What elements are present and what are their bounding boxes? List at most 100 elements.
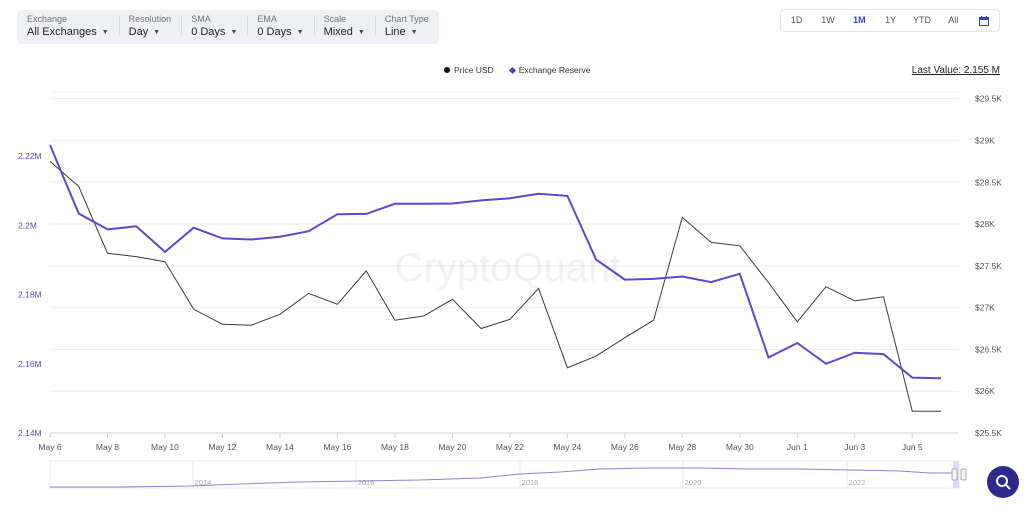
price-usd-point bbox=[163, 260, 166, 263]
right-axis-tick-label: $26.5K bbox=[975, 344, 1002, 354]
range-button-all[interactable]: All bbox=[948, 15, 959, 25]
search-button[interactable] bbox=[987, 466, 1019, 498]
price-usd-point bbox=[508, 318, 511, 321]
ema-value: 0 Days bbox=[257, 26, 292, 38]
price-usd-point bbox=[192, 308, 195, 311]
exchange-reserve-point bbox=[135, 225, 138, 228]
price-usd-point bbox=[623, 336, 626, 339]
range-button-ytd[interactable]: YTD bbox=[912, 15, 931, 25]
exchange-value: All Exchanges bbox=[27, 26, 97, 38]
price-usd-point bbox=[106, 252, 109, 255]
left-axis-tick-label: 2.22M bbox=[18, 151, 42, 161]
right-axis: $25.5K $26K $26.5K $27K $27.5K $28K $28.5K $29K… bbox=[975, 94, 1002, 438]
price-usd-point bbox=[77, 185, 80, 188]
exchange-reserve-point bbox=[681, 275, 684, 278]
range-button-1w[interactable]: 1W bbox=[821, 15, 835, 25]
chevron-down-icon: ▼ bbox=[296, 29, 304, 36]
x-axis-tick-label: May 8 bbox=[96, 442, 119, 452]
x-axis-tick-label: Jun 3 bbox=[844, 442, 865, 452]
search-icon bbox=[996, 475, 1011, 490]
legend-item-reserve[interactable]: Exchange Reserve bbox=[508, 65, 591, 75]
chevron-down-icon: ▼ bbox=[230, 29, 238, 36]
x-axis-tick-label: May 18 bbox=[381, 442, 409, 452]
navigator-year-label: 2022 bbox=[849, 478, 866, 487]
chevron-down-icon: ▼ bbox=[153, 29, 161, 36]
exchange-reserve-point bbox=[882, 353, 885, 356]
price-usd-point bbox=[738, 244, 741, 247]
price-usd-point bbox=[681, 216, 684, 219]
range-button-1m[interactable]: 1M bbox=[853, 15, 866, 25]
scale-value: Mixed bbox=[323, 26, 353, 38]
exchange-reserve-point bbox=[767, 356, 770, 359]
navigator-handle[interactable] bbox=[951, 468, 958, 481]
price-usd-point bbox=[221, 323, 224, 326]
exchange-reserve-point bbox=[192, 226, 195, 229]
exchange-reserve-point bbox=[451, 202, 454, 205]
range-navigator: 2014 2016 2018 2020 2022 bbox=[49, 460, 967, 489]
navigator-year-label: 2018 bbox=[522, 478, 539, 487]
exchange-reserve-point bbox=[106, 228, 109, 231]
exchange-reserve-point bbox=[623, 278, 626, 281]
price-usd-point bbox=[537, 287, 540, 290]
price-usd-point bbox=[49, 160, 52, 163]
x-axis-tick-label: May 16 bbox=[323, 442, 351, 452]
scale-dropdown[interactable]: Scale Mixed ▼ bbox=[313, 10, 375, 41]
x-axis: May 6 May 8 May 10 May 12 May 14 May 16 May 18… bbox=[38, 433, 923, 452]
calendar-icon[interactable] bbox=[969, 10, 999, 31]
exchange-reserve-point bbox=[422, 202, 425, 205]
price-usd-point bbox=[250, 324, 253, 327]
exchange-reserve-point bbox=[480, 199, 483, 202]
scale-label: Scale bbox=[323, 14, 347, 24]
x-axis-tick-label: May 10 bbox=[151, 442, 179, 452]
legend-label-price: Price USD bbox=[454, 65, 494, 75]
exchange-reserve-point bbox=[49, 143, 52, 146]
x-axis-tick-label: Jun 5 bbox=[902, 442, 923, 452]
exchange-reserve-point bbox=[77, 212, 80, 215]
exchange-reserve-point bbox=[365, 212, 368, 215]
chart-grid bbox=[50, 91, 959, 434]
navigator-handle[interactable] bbox=[960, 468, 967, 481]
x-axis-tick-label: May 12 bbox=[209, 442, 237, 452]
range-button-1d[interactable]: 1D bbox=[790, 15, 803, 25]
exchange-reserve-point bbox=[738, 272, 741, 275]
ema-label: EMA bbox=[257, 14, 277, 24]
chevron-down-icon: ▼ bbox=[410, 29, 418, 36]
chevron-down-icon: ▼ bbox=[357, 29, 365, 36]
x-axis-tick-label: May 22 bbox=[496, 442, 524, 452]
ema-dropdown[interactable]: EMA 0 Days ▼ bbox=[247, 10, 313, 41]
exchange-reserve-point bbox=[336, 213, 339, 216]
exchange-reserve-point bbox=[911, 376, 914, 379]
chart-type-label: Chart Type bbox=[384, 14, 429, 24]
exchange-label: Exchange bbox=[27, 14, 68, 24]
left-axis-tick-label: 2.2M bbox=[18, 220, 37, 230]
chevron-down-icon: ▼ bbox=[101, 29, 109, 36]
x-axis-tick-label: May 14 bbox=[266, 442, 294, 452]
exchange-dropdown[interactable]: Exchange All Exchanges ▼ bbox=[17, 10, 119, 41]
legend-item-price[interactable]: Price USD bbox=[444, 65, 494, 75]
range-button-1y[interactable]: 1Y bbox=[885, 15, 897, 25]
chart-settings-toolbar: Exchange All Exchanges ▼ Resolution Day ▼ … bbox=[17, 10, 439, 44]
left-axis: 2.14M 2.16M 2.18M 2.2M 2.22M bbox=[18, 151, 42, 438]
right-axis-tick-label: $29.5K bbox=[975, 94, 1002, 104]
price-usd-point bbox=[422, 314, 425, 317]
resolution-dropdown[interactable]: Resolution Day ▼ bbox=[118, 10, 182, 41]
navigator-year-label: 2014 bbox=[195, 478, 212, 487]
exchange-reserve-point bbox=[163, 250, 166, 253]
sma-dropdown[interactable]: SMA 0 Days ▼ bbox=[181, 10, 247, 41]
price-usd-point bbox=[566, 366, 569, 369]
exchange-reserve-point bbox=[796, 341, 799, 344]
navigator-frame bbox=[49, 460, 960, 489]
exchange-reserve-point bbox=[566, 194, 569, 197]
x-axis-tick-label: May 26 bbox=[611, 442, 639, 452]
exchange-reserve-point bbox=[825, 362, 828, 365]
price-usd-point bbox=[940, 410, 943, 413]
chart-type-dropdown[interactable]: Chart Type Line ▼ bbox=[374, 10, 439, 41]
navigator-year-label: 2020 bbox=[685, 478, 702, 487]
time-range-selector: 1D 1W 1M 1Y YTD All bbox=[780, 9, 1000, 32]
left-axis-tick-label: 2.16M bbox=[18, 359, 42, 369]
left-axis-tick-label: 2.18M bbox=[18, 290, 42, 300]
price-usd-point bbox=[451, 298, 454, 301]
last-value-link[interactable]: Last Value: 2.155 M bbox=[911, 65, 1000, 76]
price-usd-point bbox=[135, 255, 138, 258]
